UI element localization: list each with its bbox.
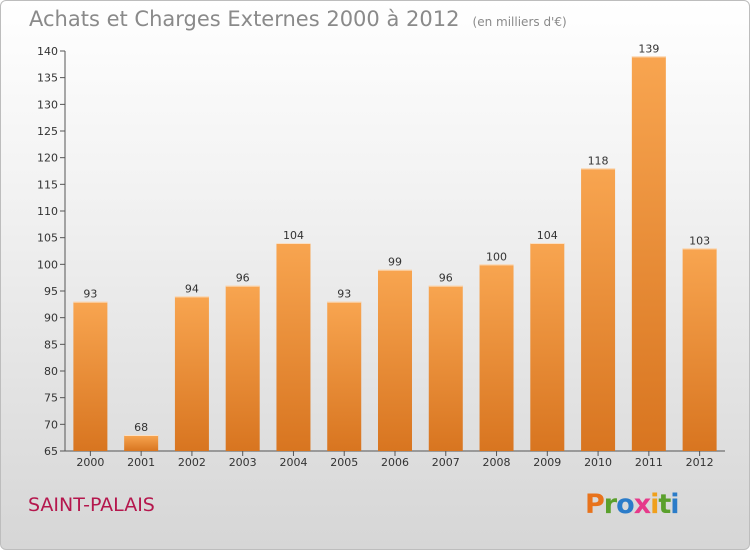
data-label: 96	[236, 272, 250, 285]
y-tick-label: 95	[44, 285, 58, 298]
data-label: 100	[486, 250, 507, 263]
logo-letter: x	[633, 489, 651, 520]
data-label: 118	[588, 154, 609, 167]
y-tick-label: 85	[44, 338, 58, 351]
x-tick-label: 2008	[483, 456, 511, 469]
y-tick-label: 120	[37, 152, 58, 165]
x-tick-label: 2005	[330, 456, 358, 469]
bar	[124, 435, 159, 451]
bar	[530, 243, 565, 451]
logo-letter: r	[603, 489, 617, 520]
bar	[73, 301, 108, 451]
y-tick-label: 115	[37, 178, 58, 191]
y-tick-label: 125	[37, 125, 58, 138]
data-label: 68	[134, 421, 148, 434]
logo-letter: P	[585, 489, 605, 520]
data-label: 104	[537, 229, 558, 242]
x-tick-label: 2010	[584, 456, 612, 469]
data-label: 99	[388, 256, 402, 269]
y-tick-label: 135	[37, 72, 58, 85]
x-tick-label: 2007	[432, 456, 460, 469]
axes: 65 70 75 80 85 90 95 100 105 110 115 120 125 130 135 14…	[37, 45, 725, 458]
logo-letter: i	[670, 489, 679, 520]
data-label: 139	[638, 42, 659, 55]
bar	[682, 248, 717, 451]
logo-letter: t	[658, 489, 671, 520]
bar	[174, 296, 209, 451]
x-tick-label: 2004	[279, 456, 307, 469]
y-tick-label: 130	[37, 98, 58, 111]
x-tick-label: 2012	[686, 456, 714, 469]
title-row: Achats et Charges Externes 2000 à 2012 (…	[29, 7, 567, 31]
y-tick-label: 140	[37, 45, 58, 58]
data-label: 93	[337, 288, 351, 301]
x-tick-label: 2002	[178, 456, 206, 469]
bar	[276, 243, 311, 451]
data-label: 93	[83, 288, 97, 301]
data-label: 103	[689, 234, 710, 247]
logo-letter: i	[650, 489, 659, 520]
proxiti-logo[interactable]: Proxiti	[585, 489, 680, 520]
chart-title: Achats et Charges Externes 2000 à 2012	[29, 7, 460, 31]
bar	[428, 285, 463, 451]
data-label: 94	[185, 282, 199, 295]
y-tick-label: 100	[37, 258, 58, 271]
bar	[631, 56, 666, 451]
labels: 2000 93 2001 68 2002 94 2003 96 2004 104 2005 93 200…	[76, 42, 713, 469]
bar	[479, 264, 514, 451]
bar	[378, 269, 412, 451]
y-tick-label: 90	[44, 312, 58, 325]
x-tick-label: 2003	[229, 456, 257, 469]
y-tick-label: 65	[44, 445, 58, 458]
chart-unit: (en milliers d'€)	[472, 15, 567, 29]
logo-letter: o	[616, 489, 635, 520]
data-label: 96	[439, 272, 453, 285]
x-tick-label: 2001	[127, 456, 155, 469]
bar	[581, 168, 616, 452]
data-label: 104	[283, 229, 304, 242]
city-name: SAINT-PALAIS	[28, 494, 155, 516]
bar	[327, 301, 362, 451]
x-tick-label: 2009	[533, 456, 561, 469]
x-tick-label: 2006	[381, 456, 409, 469]
x-tick-label: 2000	[76, 456, 104, 469]
y-tick-label: 80	[44, 365, 58, 378]
bars	[73, 56, 717, 452]
y-tick-label: 110	[37, 205, 58, 218]
y-tick-label: 105	[37, 232, 58, 245]
y-tick-label: 70	[44, 418, 58, 431]
x-tick-label: 2011	[635, 456, 663, 469]
y-tick-label: 75	[44, 392, 58, 405]
bar	[225, 285, 260, 451]
